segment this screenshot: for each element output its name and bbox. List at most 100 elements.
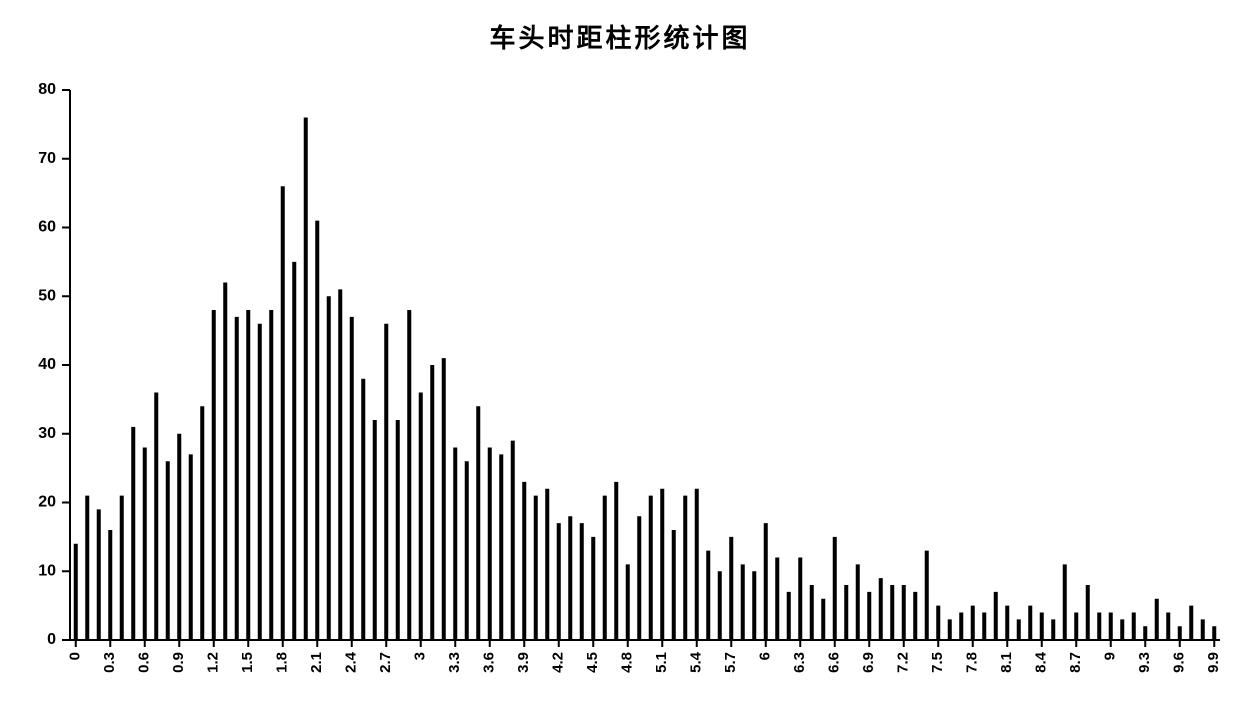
histogram-bar	[476, 406, 480, 640]
histogram-bar	[833, 537, 837, 640]
histogram-bar	[1201, 619, 1205, 640]
histogram-bar	[706, 551, 710, 640]
histogram-bar	[545, 489, 549, 640]
histogram-bar	[465, 461, 469, 640]
histogram-bar	[499, 454, 503, 640]
histogram-bar	[844, 585, 848, 640]
y-tick-label: 60	[38, 219, 56, 236]
histogram-bar	[741, 564, 745, 640]
histogram-bar	[1051, 619, 1055, 640]
histogram-bar	[407, 310, 411, 640]
histogram-bar	[764, 523, 768, 640]
x-tick-label: 2.4	[343, 651, 360, 673]
histogram-bar	[442, 358, 446, 640]
histogram-bar	[281, 186, 285, 640]
y-tick-label: 30	[38, 425, 56, 442]
x-tick-label: 6.3	[791, 652, 808, 673]
histogram-bar	[269, 310, 273, 640]
histogram-bar	[1040, 613, 1044, 641]
histogram-bar	[315, 221, 319, 640]
histogram-bar	[396, 420, 400, 640]
histogram-bar	[338, 289, 342, 640]
histogram-bar	[649, 496, 653, 640]
histogram-bar	[1132, 613, 1136, 641]
histogram-bar	[775, 558, 779, 641]
y-tick-label: 0	[47, 631, 56, 648]
histogram-bar	[120, 496, 124, 640]
histogram-bar	[522, 482, 526, 640]
x-tick-label: 0.9	[170, 652, 187, 673]
histogram-bar	[1155, 599, 1159, 640]
histogram-bar	[568, 516, 572, 640]
x-tick-label: 8.7	[1067, 652, 1084, 673]
x-tick-label: 8.4	[1033, 651, 1050, 673]
histogram-bar	[1143, 626, 1147, 640]
histogram-svg: 0102030405060708000.30.60.91.21.51.82.12…	[0, 0, 1240, 720]
histogram-bar	[200, 406, 204, 640]
histogram-bar	[798, 558, 802, 641]
histogram-bar	[131, 427, 135, 640]
histogram-bar	[614, 482, 618, 640]
x-tick-label: 4.5	[584, 652, 601, 673]
histogram-bar	[718, 571, 722, 640]
y-tick-label: 50	[38, 287, 56, 304]
histogram-bar	[683, 496, 687, 640]
x-tick-label: 5.7	[722, 652, 739, 673]
histogram-bar	[143, 448, 147, 641]
histogram-bar	[384, 324, 388, 640]
x-tick-label: 9	[1102, 652, 1119, 660]
histogram-bar	[223, 283, 227, 641]
x-tick-label: 8.1	[998, 652, 1015, 673]
histogram-bar	[212, 310, 216, 640]
x-tick-label: 5.4	[688, 651, 705, 673]
x-tick-label: 6.6	[826, 652, 843, 673]
histogram-bar	[488, 448, 492, 641]
y-tick-label: 70	[38, 150, 56, 167]
histogram-bar	[511, 441, 515, 640]
histogram-bar	[913, 592, 917, 640]
x-tick-label: 3	[412, 652, 429, 660]
y-tick-label: 10	[38, 562, 56, 579]
x-tick-label: 5.1	[653, 652, 670, 673]
x-tick-label: 0	[67, 652, 84, 660]
histogram-bar	[752, 571, 756, 640]
x-tick-label: 4.2	[550, 652, 567, 673]
histogram-bar	[603, 496, 607, 640]
histogram-bar	[1097, 613, 1101, 641]
histogram-bar	[292, 262, 296, 640]
histogram-bar	[189, 454, 193, 640]
x-tick-label: 9.3	[1136, 652, 1153, 673]
x-tick-label: 3.9	[515, 652, 532, 673]
histogram-bar	[1074, 613, 1078, 641]
histogram-bar	[948, 619, 952, 640]
histogram-bar	[327, 296, 331, 640]
histogram-bar	[787, 592, 791, 640]
histogram-bar	[166, 461, 170, 640]
x-tick-label: 6.9	[860, 652, 877, 673]
histogram-bar	[235, 317, 239, 640]
histogram-bar	[856, 564, 860, 640]
histogram-bar	[580, 523, 584, 640]
histogram-bar	[1178, 626, 1182, 640]
y-tick-label: 20	[38, 494, 56, 511]
chart-container: 车头时距柱形统计图 0102030405060708000.30.60.91.2…	[0, 0, 1240, 720]
histogram-bar	[936, 606, 940, 640]
histogram-bar	[1063, 564, 1067, 640]
x-tick-label: 1.5	[239, 652, 256, 673]
x-tick-label: 3.6	[481, 652, 498, 673]
histogram-bar	[1086, 585, 1090, 640]
histogram-bar	[534, 496, 538, 640]
histogram-bar	[350, 317, 354, 640]
chart-title: 车头时距柱形统计图	[0, 18, 1240, 55]
histogram-bar	[97, 509, 101, 640]
histogram-bar	[1189, 606, 1193, 640]
x-tick-label: 9.6	[1171, 652, 1188, 673]
y-tick-label: 40	[38, 356, 56, 373]
histogram-bar	[246, 310, 250, 640]
x-tick-label: 1.8	[274, 652, 291, 673]
histogram-bar	[1028, 606, 1032, 640]
histogram-bar	[810, 585, 814, 640]
histogram-bar	[729, 537, 733, 640]
histogram-bar	[959, 613, 963, 641]
histogram-bar	[177, 434, 181, 640]
